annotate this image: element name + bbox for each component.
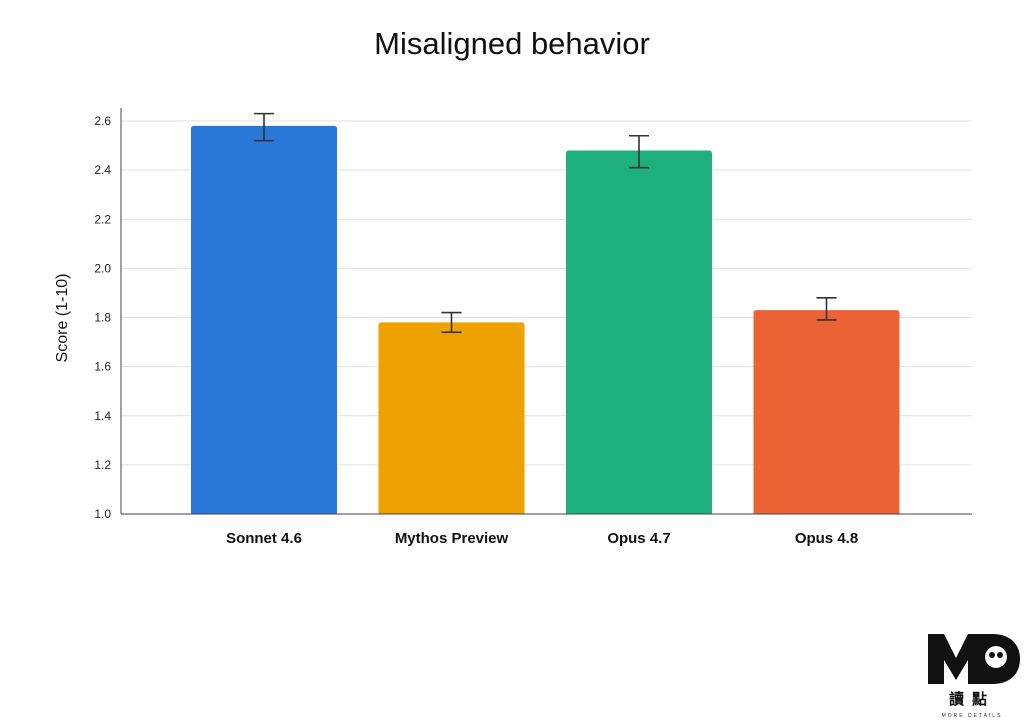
logo-chinese-text: 讀點	[949, 690, 995, 708]
chart-title: Misaligned behavior	[374, 26, 650, 61]
bar	[566, 150, 712, 514]
md-logo: 讀點 MORE DETAILS	[928, 634, 1020, 719]
bars	[191, 125, 900, 514]
y-tick-label: 2.0	[94, 261, 111, 275]
x-axis-labels: Sonnet 4.6 Mythos Preview Opus 4.7 Opus 4.8	[226, 530, 858, 547]
y-tick-label: 1.0	[94, 507, 111, 521]
y-tick-label: 1.2	[94, 458, 111, 472]
y-tick-label: 2.6	[94, 114, 111, 128]
y-tick-label: 1.8	[94, 311, 111, 325]
logo-m-shape	[928, 634, 982, 684]
y-axis-title: Score (1-10)	[54, 274, 71, 363]
x-category-label: Mythos Preview	[395, 530, 509, 547]
x-category-label: Opus 4.8	[795, 530, 858, 547]
y-tick-label: 1.4	[94, 409, 111, 423]
error-bar	[816, 297, 837, 321]
y-tick-label: 2.4	[94, 163, 111, 177]
logo-face-icon	[985, 646, 1007, 668]
y-tick-label: 2.2	[94, 212, 111, 226]
logo-tagline: MORE DETAILS	[942, 713, 1003, 719]
error-bar	[629, 134, 649, 169]
bar	[378, 322, 525, 514]
error-bars	[254, 112, 837, 334]
error-bar	[441, 311, 462, 334]
error-bar	[254, 112, 274, 142]
bar	[753, 310, 900, 514]
y-tick-label: 1.6	[94, 360, 111, 374]
x-category-label: Opus 4.7	[607, 530, 670, 547]
x-category-label: Sonnet 4.6	[226, 530, 302, 547]
bar	[191, 125, 337, 514]
y-axis-ticks: 1.0 1.2 1.4 1.6 1.8 2.0 2.2 2.4 2.6	[94, 114, 111, 521]
